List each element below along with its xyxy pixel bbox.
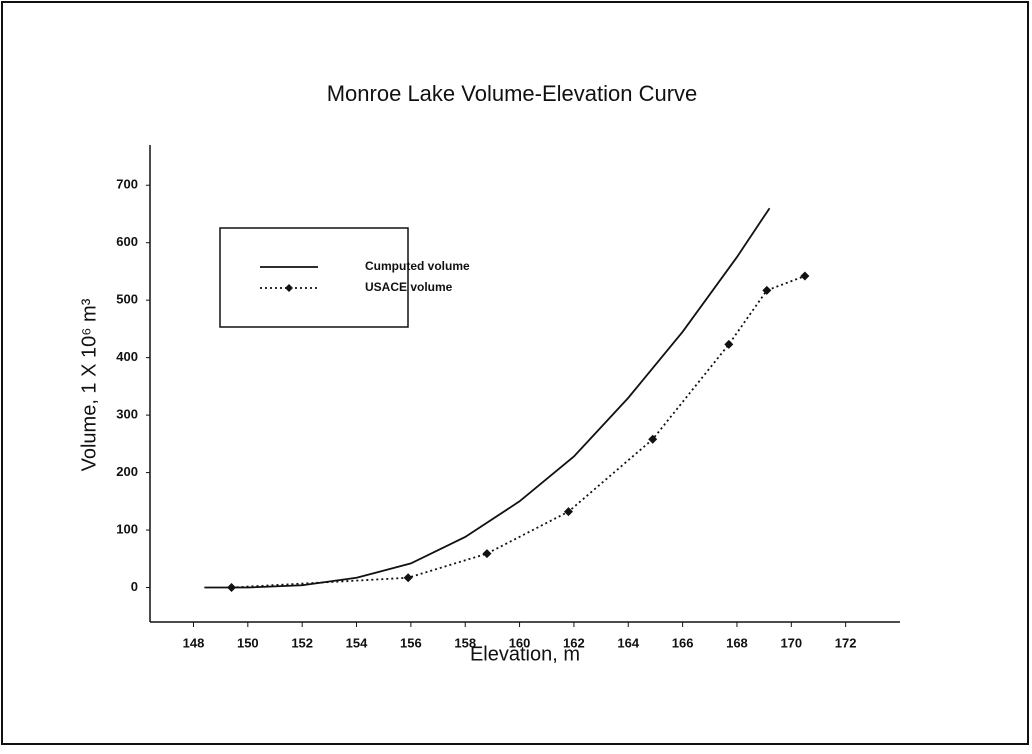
point [227, 583, 237, 593]
y-tick-label: 300 [116, 407, 138, 422]
chart-title: Monroe Lake Volume-Elevation Curve [327, 81, 698, 106]
point [482, 549, 492, 559]
x-tick-label: 160 [509, 635, 531, 650]
x-tick-label: 158 [454, 635, 476, 650]
series-line [231, 275, 806, 589]
y-axis-label: Volume, 1 X 10⁶ m³ [78, 298, 100, 471]
legend [219, 227, 409, 328]
x-tick-label: 156 [400, 635, 422, 650]
x-tick-label: 164 [617, 635, 639, 650]
series-line [204, 207, 771, 589]
y-tick-label: 200 [116, 464, 138, 479]
x-tick-label: 148 [183, 635, 205, 650]
y-tick-label: 100 [116, 521, 138, 536]
x-tick-label: 154 [346, 635, 368, 650]
x-tick-label: 152 [291, 635, 313, 650]
x-axis-label: Elevation, m [470, 643, 580, 665]
legend-label: USACE volume [365, 280, 453, 294]
point [403, 573, 413, 583]
x-tick-label: 172 [835, 635, 857, 650]
point [762, 285, 772, 295]
y-tick-label: 700 [116, 177, 138, 192]
legend-marker [285, 284, 293, 292]
x-tick-label: 168 [726, 635, 748, 650]
point [563, 507, 573, 517]
point [724, 339, 734, 349]
y-tick-label: 400 [116, 349, 138, 364]
x-tick-label: 162 [563, 635, 585, 650]
point [800, 271, 810, 281]
legend-label: Cumputed volume [365, 259, 470, 273]
y-tick-label: 600 [116, 234, 138, 249]
y-tick-label: 500 [116, 292, 138, 307]
point [648, 434, 658, 444]
x-tick-label: 166 [672, 635, 694, 650]
y-tick-label: 0 [131, 579, 138, 594]
x-tick-label: 150 [237, 635, 259, 650]
x-tick-label: 170 [780, 635, 802, 650]
